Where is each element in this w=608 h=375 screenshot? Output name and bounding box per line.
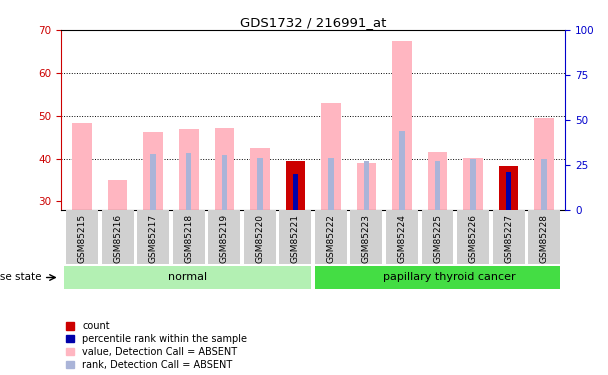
Bar [150, 154, 156, 210]
Bar [173, 210, 205, 264]
Bar [499, 166, 519, 210]
Bar [386, 210, 418, 264]
Text: GSM85217: GSM85217 [149, 214, 157, 264]
Bar [72, 123, 92, 210]
Legend: count, percentile rank within the sample, value, Detection Call = ABSENT, rank, : count, percentile rank within the sample… [66, 321, 247, 370]
Bar [364, 161, 369, 210]
Text: GSM85226: GSM85226 [469, 214, 477, 263]
Bar [221, 155, 227, 210]
Bar [428, 152, 447, 210]
Bar [321, 103, 340, 210]
Bar [315, 210, 347, 264]
Bar [357, 163, 376, 210]
Text: GSM85225: GSM85225 [433, 214, 442, 263]
Bar [244, 210, 276, 264]
Bar [392, 41, 412, 210]
Text: GSM85215: GSM85215 [78, 214, 86, 264]
Bar [66, 210, 98, 264]
Bar [64, 266, 311, 290]
Bar [215, 128, 234, 210]
Bar [399, 131, 405, 210]
Bar [137, 210, 169, 264]
Text: GSM85227: GSM85227 [504, 214, 513, 263]
Text: GSM85222: GSM85222 [326, 214, 336, 263]
Bar [279, 210, 311, 264]
Bar [328, 158, 334, 210]
Bar [471, 159, 476, 210]
Bar [541, 159, 547, 210]
Bar [250, 148, 269, 210]
Text: GSM85220: GSM85220 [255, 214, 264, 263]
Text: GSM85223: GSM85223 [362, 214, 371, 263]
Bar [350, 210, 382, 264]
Text: GSM85221: GSM85221 [291, 214, 300, 263]
Title: GDS1732 / 216991_at: GDS1732 / 216991_at [240, 16, 386, 29]
Bar [286, 161, 305, 210]
Bar [292, 174, 298, 210]
Bar [492, 210, 525, 264]
Bar [528, 210, 560, 264]
Text: GSM85218: GSM85218 [184, 214, 193, 264]
Bar [457, 210, 489, 264]
Bar [506, 172, 511, 210]
Bar [186, 153, 192, 210]
Bar [179, 129, 198, 210]
Text: normal: normal [168, 273, 207, 282]
Bar [435, 161, 440, 210]
Text: GSM85216: GSM85216 [113, 214, 122, 264]
Bar [102, 210, 134, 264]
Bar [534, 118, 554, 210]
Text: GSM85224: GSM85224 [398, 214, 407, 263]
Bar [257, 158, 263, 210]
Bar [209, 210, 240, 264]
Text: disease state: disease state [0, 273, 41, 282]
Bar [421, 210, 454, 264]
Bar [315, 266, 560, 290]
Text: GSM85228: GSM85228 [540, 214, 548, 263]
Text: papillary thyroid cancer: papillary thyroid cancer [383, 273, 516, 282]
Bar [143, 132, 163, 210]
Bar [108, 180, 128, 210]
Bar [463, 158, 483, 210]
Text: GSM85219: GSM85219 [219, 214, 229, 264]
